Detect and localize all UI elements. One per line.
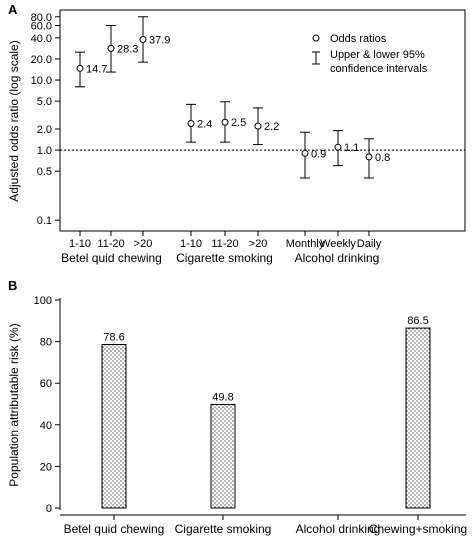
panel-a-legend: Odds ratios Upper & lower 95% confidence… — [312, 33, 428, 75]
y-tick-label: 40 — [40, 420, 52, 432]
panel-a-plot-frame — [59, 9, 466, 232]
odds-ratio-value-label: 37.9 — [149, 35, 170, 47]
y-tick-label: 0.1 — [37, 215, 52, 227]
odds-ratio-point — [301, 149, 309, 157]
x-category-label: Alcohol drinking — [296, 522, 381, 536]
y-tick-label: 2.0 — [37, 124, 52, 136]
y-tick-label: 60 — [40, 378, 52, 390]
x-category-label: Betel quid chewing — [64, 522, 165, 536]
odds-ratio-value-label: 2.2 — [264, 121, 279, 133]
panel-a-letter: A — [8, 2, 18, 17]
odds-ratio-point — [334, 143, 342, 151]
group-label: Alcohol drinking — [295, 251, 380, 265]
x-tick-label: >20 — [134, 238, 153, 250]
x-tick-label: >20 — [249, 238, 268, 250]
panel-a-odds-ratio-chart: A Adjusted odds ratio (log scale) 80.060… — [7, 2, 466, 265]
y-tick-label: 5.0 — [37, 96, 52, 108]
odds-ratio-value-label: 14.7 — [86, 63, 107, 75]
group-label: Cigarette smoking — [176, 251, 273, 265]
x-tick-label: 11-20 — [97, 238, 124, 250]
odds-ratio-value-label: 0.9 — [311, 148, 326, 160]
panel-a-data-points: 14.7 28.3 37.9 2.4 2.5 2.2 0.9 1.1 0.8 — [75, 16, 390, 179]
panel-a-y-axis-label: Adjusted odds ratio (log scale) — [7, 40, 21, 201]
panel-b-y-ticks: 0 20 40 60 80 100 — [34, 295, 60, 515]
x-tick-label: Monthly — [286, 238, 325, 250]
risk-bar — [210, 403, 236, 509]
y-tick-label: 80.0 — [31, 12, 52, 24]
odds-ratio-value-label: 0.8 — [375, 152, 390, 164]
risk-bar — [405, 327, 431, 509]
odds-ratio-value-label: 2.4 — [197, 118, 212, 130]
group-label: Betel quid chewing — [61, 251, 162, 265]
y-tick-label: 0.5 — [37, 166, 52, 178]
y-tick-label: 60.0 — [31, 21, 52, 33]
odds-ratio-value-label: 28.3 — [117, 43, 138, 55]
panel-b-bars: 78.6 49.8 86.5 — [101, 315, 431, 509]
y-tick-label: 80 — [40, 337, 52, 349]
x-tick-label: 11-20 — [211, 238, 238, 250]
x-tick-label: Daily — [357, 238, 382, 250]
x-category-label: Chewing+smoking — [369, 522, 467, 536]
legend-odds-label: Odds ratios — [330, 33, 387, 45]
odds-ratio-value-label: 2.5 — [231, 117, 246, 129]
odds-ratio-point — [221, 118, 229, 126]
x-tick-label: 1-10 — [180, 238, 202, 250]
legend-ci-label-line1: Upper & lower 95% — [330, 49, 425, 61]
y-tick-label: 10.0 — [31, 75, 52, 87]
odds-ratio-point — [139, 36, 147, 44]
panel-a-y-ticks: 80.060.040.0 20.0 10.0 5.0 2.0 1.0 0.5 0.1 — [31, 12, 60, 227]
bar-value-label: 78.6 — [103, 332, 124, 344]
panel-b-x-ticks: Betel quid chewing Cigarette smoking Alcoh… — [64, 515, 467, 536]
y-tick-label: 1.0 — [37, 145, 52, 157]
y-tick-label: 20 — [40, 461, 52, 473]
x-tick-label: Weekly — [320, 238, 356, 250]
panel-b-y-axis-label: Population attributable risk (%) — [7, 323, 21, 486]
x-tick-label: 1-10 — [69, 238, 91, 250]
y-tick-label: 40.0 — [31, 33, 52, 45]
bar-value-label: 49.8 — [212, 391, 233, 403]
odds-ratio-point — [187, 119, 195, 127]
legend-ci-label-line2: confidence intervals — [330, 63, 428, 75]
odds-ratio-point — [365, 153, 373, 161]
y-tick-label: 20.0 — [31, 54, 52, 66]
x-category-label: Cigarette smoking — [175, 522, 272, 536]
odds-ratio-point — [107, 44, 115, 52]
panel-b-attributable-risk-chart: B Population attributable risk (%) 0 20 40… — [7, 278, 467, 536]
y-tick-label: 0 — [46, 503, 52, 515]
legend-odds-marker — [312, 34, 320, 42]
odds-ratio-value-label: 1.1 — [344, 142, 359, 154]
risk-bar — [101, 344, 127, 509]
odds-ratio-point — [254, 122, 262, 130]
y-tick-label: 100 — [34, 295, 52, 307]
bar-value-label: 86.5 — [407, 315, 428, 327]
panel-b-letter: B — [8, 278, 17, 293]
odds-ratio-point — [76, 64, 84, 72]
